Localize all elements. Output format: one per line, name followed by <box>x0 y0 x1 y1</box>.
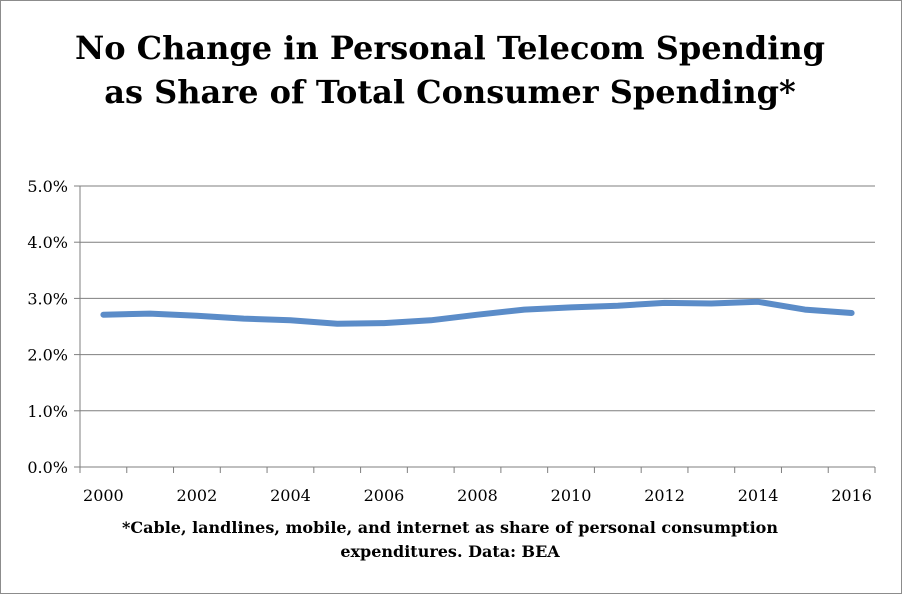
x-tick-label: 2002 <box>177 486 218 505</box>
y-tick-label: 3.0% <box>27 289 68 308</box>
y-axis-tick-labels: 0.0% 1.0% 2.0% 3.0% 4.0% 5.0% <box>27 177 68 477</box>
y-tick-label: 5.0% <box>27 177 68 196</box>
x-tick-label: 2016 <box>831 486 872 505</box>
x-axis-tick-labels: 2000 2002 2004 2006 2008 2010 2012 2014 2016 <box>83 486 872 505</box>
y-tick-label: 1.0% <box>27 402 68 421</box>
chart-footnote: *Cable, landlines, mobile, and internet … <box>122 518 778 561</box>
gridlines <box>80 185 875 412</box>
x-tick-label: 2014 <box>738 486 779 505</box>
x-tick-label: 2010 <box>551 486 592 505</box>
y-tick-label: 0.0% <box>27 458 68 477</box>
y-tick-label: 2.0% <box>27 346 68 365</box>
series-lines <box>100 298 855 327</box>
x-tick-label: 2012 <box>644 486 685 505</box>
x-tick-label: 2008 <box>457 486 498 505</box>
series-line <box>100 298 855 327</box>
chart-title: No Change in Personal Telecom Spending a… <box>74 29 826 111</box>
x-tick-label: 2004 <box>270 486 311 505</box>
x-tick-label: 2006 <box>364 486 405 505</box>
axes <box>74 185 876 473</box>
x-tick-label: 2000 <box>83 486 124 505</box>
y-tick-label: 4.0% <box>27 233 68 252</box>
